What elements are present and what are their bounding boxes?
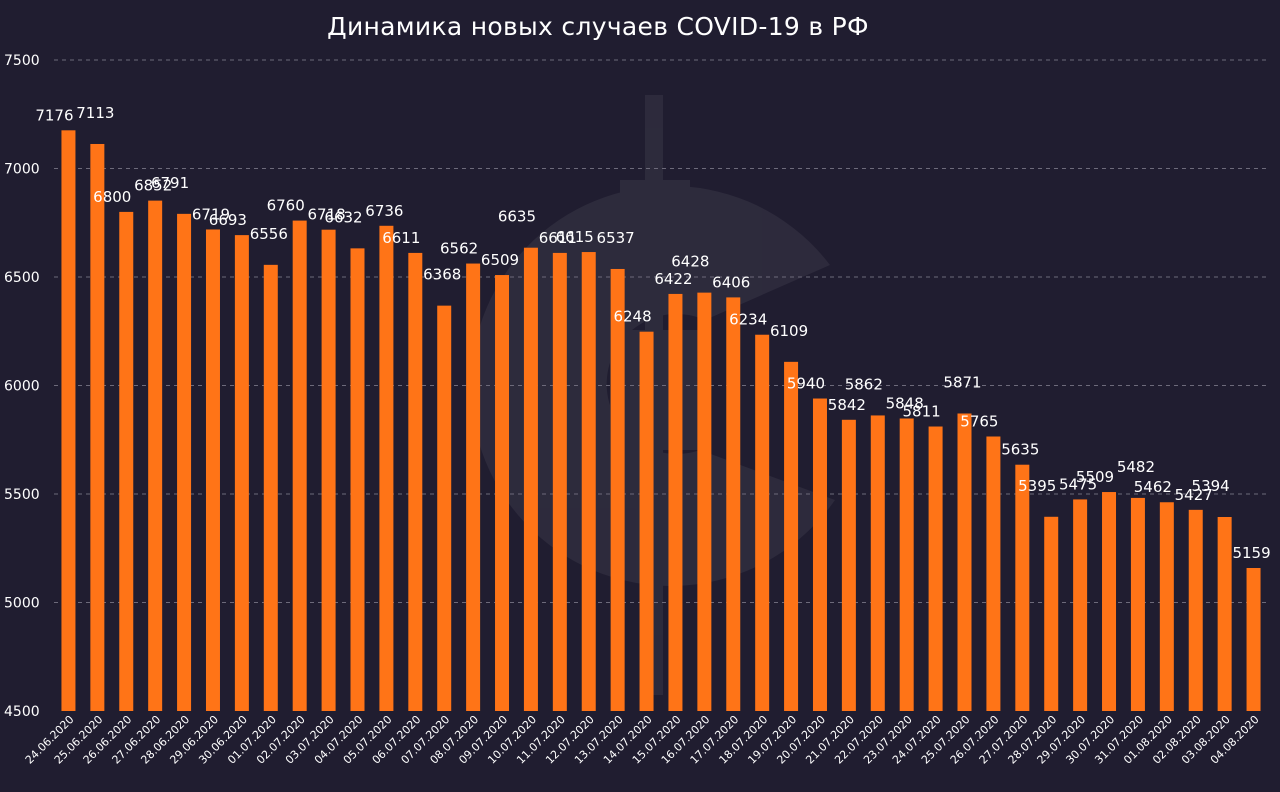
bar xyxy=(379,225,394,711)
data-label: 6422 xyxy=(654,270,692,288)
bar xyxy=(639,331,654,711)
y-tick-label: 5000 xyxy=(4,596,40,612)
data-label: 5509 xyxy=(1076,468,1114,486)
data-label: 6406 xyxy=(712,273,750,291)
data-label: 5842 xyxy=(828,396,866,414)
data-label: 7176 xyxy=(35,106,73,124)
bar xyxy=(899,418,914,711)
bar xyxy=(1188,509,1203,711)
bar xyxy=(1246,567,1261,711)
data-label: 6615 xyxy=(556,228,594,246)
data-label: 6719 xyxy=(192,205,230,223)
bar xyxy=(466,263,481,711)
y-tick-label: 6500 xyxy=(4,270,40,286)
bar xyxy=(870,415,885,711)
y-tick-label: 5500 xyxy=(4,487,40,503)
bar xyxy=(1073,499,1088,711)
bar xyxy=(263,264,278,711)
data-label: 6760 xyxy=(267,197,305,215)
bar xyxy=(408,252,423,711)
bar xyxy=(668,293,683,711)
data-label: 6537 xyxy=(597,229,635,247)
bar xyxy=(1102,492,1117,711)
bar xyxy=(292,220,307,711)
bar xyxy=(1130,497,1145,711)
data-label: 5159 xyxy=(1232,544,1270,562)
y-tick-label: 6000 xyxy=(4,379,40,395)
bar xyxy=(1044,516,1059,711)
data-label: 6718 xyxy=(308,206,346,224)
bar xyxy=(755,334,770,711)
bar xyxy=(726,297,741,711)
data-label: 6109 xyxy=(770,322,808,340)
data-label: 6611 xyxy=(539,229,577,247)
bar xyxy=(784,361,799,711)
data-label: 6635 xyxy=(498,208,536,226)
data-label: 6234 xyxy=(729,311,767,329)
bar xyxy=(1217,517,1232,711)
bar xyxy=(205,229,220,712)
data-label: 6800 xyxy=(93,188,131,206)
data-label: 5395 xyxy=(1018,477,1056,495)
bars xyxy=(61,130,1261,712)
data-label: 6736 xyxy=(365,202,403,220)
bar xyxy=(1159,502,1174,711)
data-label: 7113 xyxy=(76,104,114,122)
data-label: 6611 xyxy=(382,229,420,247)
y-tick-label: 4500 xyxy=(4,704,40,720)
data-label: 6562 xyxy=(440,240,478,258)
x-axis: 24.06.202025.06.202026.06.202027.06.2020… xyxy=(23,713,1262,767)
data-label: 5871 xyxy=(943,373,981,391)
bar xyxy=(1015,464,1030,711)
bar xyxy=(177,213,192,711)
data-label: 6428 xyxy=(671,253,709,271)
data-label: 5765 xyxy=(960,412,998,430)
grid-lines xyxy=(54,59,1268,603)
y-tick-label: 7500 xyxy=(4,53,40,69)
bar xyxy=(350,248,365,711)
bar xyxy=(234,235,249,711)
bar xyxy=(581,252,596,712)
y-axis: 4500 5000 5500 6000 6500 7000 7500 xyxy=(4,53,40,720)
data-label: 6632 xyxy=(324,208,362,226)
bar xyxy=(812,398,827,711)
bar xyxy=(321,229,336,711)
data-label: 5635 xyxy=(1001,441,1039,459)
bar xyxy=(697,292,712,711)
bar xyxy=(986,436,1001,711)
bar xyxy=(552,252,567,711)
data-label: 5811 xyxy=(903,403,941,421)
data-label: 6556 xyxy=(250,225,288,243)
data-label: 6368 xyxy=(423,266,461,284)
data-label: 5862 xyxy=(845,375,883,393)
bar xyxy=(928,426,943,711)
data-label: 5394 xyxy=(1192,477,1230,495)
data-label: 6693 xyxy=(209,211,247,229)
data-label: 6248 xyxy=(613,308,651,326)
bar xyxy=(148,200,163,711)
data-label: 5848 xyxy=(886,394,924,412)
bar xyxy=(495,275,510,711)
bar xyxy=(841,419,856,711)
bar xyxy=(610,268,625,711)
bar xyxy=(90,143,105,711)
bar xyxy=(523,247,538,711)
bar xyxy=(957,413,972,711)
data-label: 6852 xyxy=(134,177,172,195)
data-label: 5427 xyxy=(1175,486,1213,504)
data-label: 5462 xyxy=(1134,478,1172,496)
data-label: 5482 xyxy=(1117,458,1155,476)
data-label: 6791 xyxy=(151,174,189,192)
bar xyxy=(119,211,134,711)
bar xyxy=(437,305,452,711)
y-tick-label: 7000 xyxy=(4,162,40,178)
chart-title: Динамика новых случаев COVID-19 в РФ xyxy=(327,12,869,41)
data-label: 5475 xyxy=(1059,475,1097,493)
data-label: 6509 xyxy=(481,251,519,269)
bar xyxy=(61,130,76,712)
data-label: 5940 xyxy=(787,375,825,393)
